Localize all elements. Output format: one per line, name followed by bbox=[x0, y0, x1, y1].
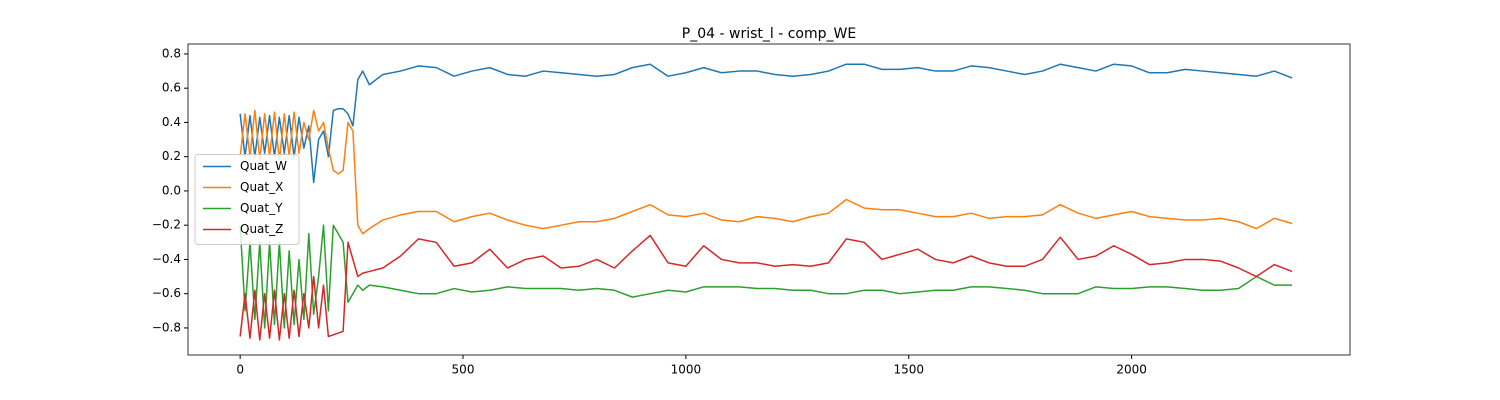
legend-label: Quat_Z bbox=[240, 222, 283, 236]
y-tick-label: 0.8 bbox=[162, 46, 181, 60]
legend-label: Quat_X bbox=[240, 180, 283, 194]
y-tick-label: 0.6 bbox=[162, 81, 181, 95]
x-tick-label: 1500 bbox=[893, 363, 924, 377]
data-line bbox=[239, 63, 1293, 184]
x-tick-label: 1000 bbox=[671, 363, 702, 377]
y-tick-label: 0.4 bbox=[162, 115, 181, 129]
y-tick-label: 0.0 bbox=[162, 183, 181, 197]
data-line bbox=[239, 234, 1293, 341]
legend-label: Quat_Y bbox=[240, 201, 283, 215]
y-tick-label: −0.8 bbox=[152, 320, 181, 334]
x-tick-label: 0 bbox=[236, 363, 244, 377]
plot-frame bbox=[187, 43, 1351, 356]
legend-label: Quat_W bbox=[240, 159, 287, 173]
legend-box bbox=[194, 154, 300, 245]
data-line bbox=[239, 109, 1293, 235]
y-tick-label: −0.6 bbox=[152, 286, 181, 300]
y-tick-label: −0.4 bbox=[152, 252, 181, 266]
y-tick-label: −0.2 bbox=[152, 218, 181, 232]
y-tick-label: 0.2 bbox=[162, 149, 181, 163]
chart-title: P_04 - wrist_l - comp_WE bbox=[682, 26, 856, 42]
x-tick-label: 500 bbox=[452, 363, 475, 377]
x-tick-label: 2000 bbox=[1116, 363, 1147, 377]
data-line bbox=[239, 224, 1293, 329]
